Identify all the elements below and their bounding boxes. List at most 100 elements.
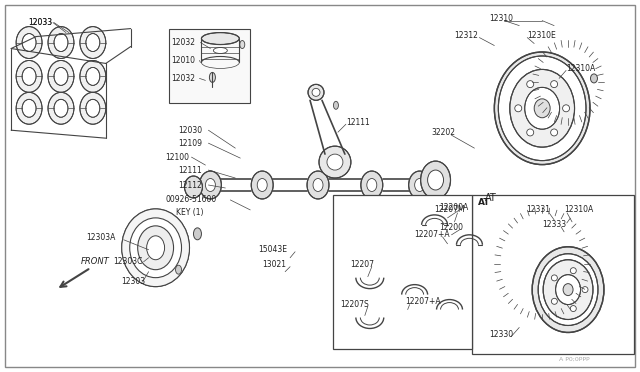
Ellipse shape — [54, 33, 68, 51]
Text: FRONT: FRONT — [81, 257, 109, 266]
Text: 12310: 12310 — [490, 14, 513, 23]
Ellipse shape — [80, 26, 106, 58]
Text: 12111: 12111 — [346, 118, 370, 127]
Ellipse shape — [209, 73, 216, 82]
Text: 12112: 12112 — [179, 180, 202, 189]
Ellipse shape — [499, 56, 586, 161]
Ellipse shape — [527, 81, 534, 88]
Ellipse shape — [80, 92, 106, 124]
Text: 15043E: 15043E — [258, 245, 287, 254]
Text: 32202: 32202 — [431, 128, 456, 137]
Text: 12207M: 12207M — [435, 205, 465, 214]
Ellipse shape — [515, 105, 522, 112]
Text: 12033: 12033 — [28, 18, 52, 27]
Ellipse shape — [409, 171, 431, 199]
Ellipse shape — [367, 179, 377, 192]
Text: 12032: 12032 — [172, 74, 196, 83]
Ellipse shape — [570, 268, 576, 274]
Ellipse shape — [308, 84, 324, 100]
Ellipse shape — [543, 260, 593, 320]
Ellipse shape — [494, 52, 590, 164]
Text: 12111: 12111 — [179, 166, 202, 174]
Text: AT: AT — [485, 193, 497, 203]
Ellipse shape — [552, 275, 557, 281]
Ellipse shape — [532, 247, 604, 333]
Text: KEY (1): KEY (1) — [175, 208, 203, 217]
Ellipse shape — [48, 26, 74, 58]
Text: 12207S: 12207S — [340, 300, 369, 309]
Ellipse shape — [415, 179, 424, 192]
Text: 12310A: 12310A — [564, 205, 593, 214]
Ellipse shape — [312, 89, 320, 96]
Ellipse shape — [552, 298, 557, 304]
Ellipse shape — [22, 67, 36, 86]
Ellipse shape — [313, 179, 323, 192]
Ellipse shape — [525, 87, 559, 129]
Ellipse shape — [510, 70, 575, 147]
Ellipse shape — [428, 170, 444, 190]
Bar — [333, 195, 472, 349]
Ellipse shape — [147, 236, 164, 260]
Text: 12030: 12030 — [179, 126, 203, 135]
Ellipse shape — [86, 67, 100, 86]
Ellipse shape — [319, 146, 351, 178]
Ellipse shape — [122, 209, 189, 286]
Ellipse shape — [570, 305, 576, 312]
Ellipse shape — [205, 179, 216, 192]
Ellipse shape — [80, 61, 106, 92]
Text: 13021: 13021 — [262, 260, 286, 269]
Ellipse shape — [22, 99, 36, 117]
Ellipse shape — [582, 286, 588, 293]
Ellipse shape — [307, 171, 329, 199]
Text: 12200: 12200 — [440, 223, 463, 232]
Ellipse shape — [550, 81, 557, 88]
Text: 12200A: 12200A — [440, 203, 469, 212]
Ellipse shape — [22, 33, 36, 51]
Text: 12109: 12109 — [179, 139, 202, 148]
Ellipse shape — [213, 48, 227, 54]
Text: 12033: 12033 — [28, 18, 52, 27]
Ellipse shape — [420, 161, 451, 199]
Text: 12207+A: 12207+A — [406, 297, 442, 306]
Bar — [472, 195, 634, 355]
Text: 12207+A: 12207+A — [415, 230, 451, 239]
Text: 12331: 12331 — [526, 205, 550, 214]
Ellipse shape — [327, 154, 343, 170]
Ellipse shape — [591, 74, 598, 83]
Text: 12330: 12330 — [490, 330, 513, 339]
Text: 12032: 12032 — [172, 38, 196, 47]
Text: 12312: 12312 — [454, 31, 478, 40]
Ellipse shape — [48, 61, 74, 92]
Ellipse shape — [16, 92, 42, 124]
Text: 12207: 12207 — [350, 260, 374, 269]
Text: AT: AT — [479, 198, 491, 208]
Ellipse shape — [54, 99, 68, 117]
Text: 12100: 12100 — [166, 153, 189, 161]
Ellipse shape — [202, 33, 239, 45]
Ellipse shape — [16, 26, 42, 58]
Ellipse shape — [556, 275, 580, 305]
Ellipse shape — [184, 176, 202, 198]
Text: 00926-51600: 00926-51600 — [166, 195, 217, 205]
Ellipse shape — [130, 218, 182, 278]
Ellipse shape — [550, 129, 557, 136]
Text: 12303: 12303 — [121, 277, 145, 286]
Bar — [168, 29, 250, 103]
Ellipse shape — [193, 228, 202, 240]
Ellipse shape — [175, 265, 182, 274]
Text: 12303A: 12303A — [86, 233, 115, 242]
Text: 12310A: 12310A — [566, 64, 595, 73]
Ellipse shape — [252, 171, 273, 199]
Text: 12333: 12333 — [542, 220, 566, 230]
Ellipse shape — [138, 226, 173, 270]
Text: 12010: 12010 — [172, 56, 196, 65]
Text: 12310E: 12310E — [527, 31, 556, 40]
Ellipse shape — [54, 67, 68, 86]
Ellipse shape — [563, 105, 570, 112]
Text: 12303C: 12303C — [113, 257, 142, 266]
Ellipse shape — [333, 101, 339, 109]
Ellipse shape — [361, 171, 383, 199]
Ellipse shape — [200, 171, 221, 199]
Text: A P0;0PPP: A P0;0PPP — [559, 357, 589, 362]
Ellipse shape — [257, 179, 267, 192]
